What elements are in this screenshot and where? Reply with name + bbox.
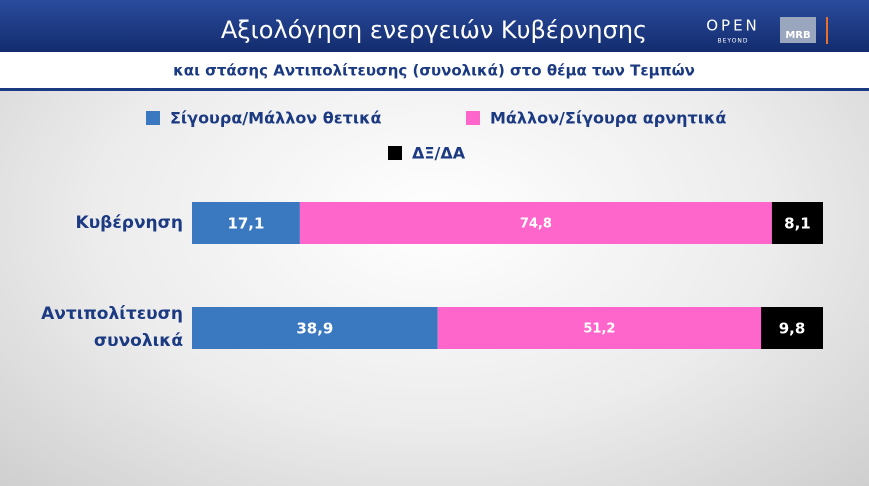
chart-subtitle: και στάσης Αντιπολίτευσης (συνολικά) στο… [173,62,695,80]
bar-segment [761,307,823,349]
bar-segment [771,202,823,244]
value-label: 8,1 [784,215,811,233]
category-label: Κυβέρνηση [75,212,183,233]
subtitle-band [0,52,869,88]
value-label: 38,9 [296,320,333,338]
value-label: 17,1 [227,215,264,233]
bar-segment [299,202,772,244]
legend-label: ΔΞ/ΔΑ [412,144,466,163]
subtitle-rule [0,88,869,91]
category-label: Αντιπολίτευση συνολικά [41,304,183,351]
header-band [0,0,869,52]
accent-line [826,17,828,44]
value-label: 9,8 [779,320,806,338]
legend-swatch [388,146,402,160]
logo-box [780,17,816,43]
legend-swatch [466,111,480,125]
logo-text: BEYOND [717,38,748,45]
value-label: 51,2 [583,322,615,337]
legend-label: Σίγουρα/Μάλλον θετικά [170,109,381,128]
legend-label: Μάλλον/Σίγουρα αρνητικά [490,109,726,128]
legend-swatch [146,111,160,125]
value-label: 74,8 [520,217,552,232]
bar-segment [192,202,300,244]
logo-text: MRB [785,30,810,41]
logo-text: OPEN [706,17,760,35]
bar-segment [192,307,438,349]
bar-segment [437,307,762,349]
chart-title: Αξιολόγηση ενεργειών Κυβέρνησης [221,16,647,44]
